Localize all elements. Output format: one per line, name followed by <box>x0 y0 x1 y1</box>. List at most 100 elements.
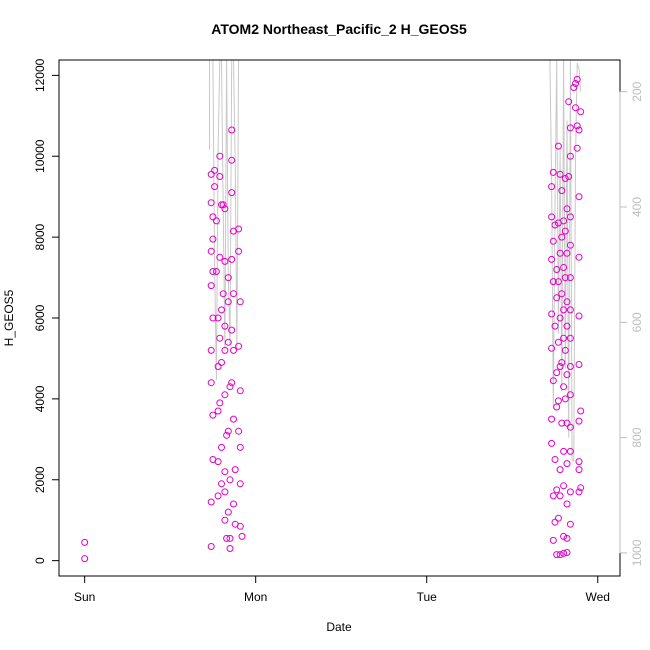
y2-tick-label: 800 <box>630 427 644 447</box>
data-point <box>554 278 562 286</box>
data-point <box>235 247 243 255</box>
data-point <box>218 480 225 488</box>
pressure-line-segment <box>546 59 582 462</box>
x-tick-label: Mon <box>244 590 267 604</box>
data-point <box>575 417 583 425</box>
data-point <box>563 549 571 556</box>
data-point <box>212 217 220 225</box>
data-point <box>226 545 234 552</box>
data-point <box>216 334 224 342</box>
y2-tick-label: 400 <box>630 197 644 217</box>
pressure-line-segment <box>209 59 241 381</box>
data-point <box>228 156 236 164</box>
data-point <box>573 75 581 83</box>
data-point <box>575 361 583 368</box>
data-point <box>566 213 574 221</box>
data-point <box>553 403 561 411</box>
chart-title: ATOM2 Northeast_Pacific_2 H_GEOS5 <box>211 21 467 37</box>
y-tick-label: 2000 <box>33 466 47 493</box>
data-point <box>566 274 574 282</box>
data-point <box>209 213 217 221</box>
data-point <box>566 391 574 399</box>
data-point <box>558 359 566 366</box>
data-point <box>209 411 217 419</box>
data-point <box>556 551 564 559</box>
data-point <box>573 144 581 152</box>
data-point <box>556 314 564 322</box>
data-point <box>236 443 244 451</box>
data-point <box>231 466 239 474</box>
data-point <box>575 193 583 201</box>
data-point <box>551 518 559 526</box>
data-point <box>560 217 568 225</box>
x-axis-label: Date <box>326 620 352 634</box>
data-point <box>551 456 559 463</box>
data-point <box>548 415 556 423</box>
data-point <box>566 520 574 528</box>
data-point <box>553 486 561 494</box>
y-tick-label: 12000 <box>33 58 47 92</box>
data-point <box>226 476 234 484</box>
data-point <box>572 80 579 87</box>
y-axis-label: H_GEOS5 <box>2 289 16 346</box>
data-point <box>230 500 237 508</box>
data-point <box>549 377 557 385</box>
data-point <box>221 322 229 330</box>
data-point <box>561 395 569 403</box>
data-point <box>575 488 583 496</box>
y-tick-label: 0 <box>33 557 47 564</box>
data-point <box>549 168 557 176</box>
data-point <box>221 346 229 354</box>
data-point <box>575 466 583 474</box>
data-point <box>566 306 574 314</box>
data-point <box>224 508 232 516</box>
data-point <box>235 342 243 350</box>
data-point <box>561 175 569 182</box>
data-point <box>207 199 215 207</box>
data-point <box>216 253 224 261</box>
point-layer <box>81 75 585 563</box>
data-point <box>563 419 571 427</box>
data-point <box>549 492 557 500</box>
data-point <box>218 306 225 314</box>
x-axis: Sun Mon Tue Wed <box>74 575 610 604</box>
data-point <box>230 290 237 298</box>
data-point <box>558 187 566 195</box>
data-point <box>214 314 222 322</box>
data-point <box>228 255 236 263</box>
data-point <box>548 439 556 447</box>
data-point <box>566 124 574 132</box>
data-point <box>226 383 234 391</box>
data-point <box>209 235 217 243</box>
data-point <box>224 427 232 435</box>
data-point <box>207 282 215 290</box>
data-point <box>560 383 568 391</box>
data-point <box>224 274 232 282</box>
data-point <box>560 482 568 490</box>
data-point <box>216 173 224 180</box>
data-point <box>235 427 243 435</box>
data-point <box>563 460 571 468</box>
y-tick-label: 8000 <box>33 223 47 250</box>
data-point <box>554 397 562 405</box>
data-point <box>219 201 227 209</box>
data-point <box>223 534 231 542</box>
data-point <box>230 415 237 423</box>
data-point <box>221 205 229 213</box>
data-point <box>228 189 236 197</box>
data-point <box>236 522 244 530</box>
data-point <box>563 500 571 508</box>
data-point <box>566 488 574 496</box>
data-point <box>230 346 237 354</box>
data-point <box>214 492 222 500</box>
data-point <box>563 205 571 213</box>
data-point <box>551 221 559 229</box>
data-point <box>553 551 561 559</box>
data-point <box>224 298 232 306</box>
data-point <box>216 399 224 407</box>
data-point <box>565 173 573 180</box>
x-tick-label: Sun <box>74 590 95 604</box>
data-point <box>235 225 243 233</box>
data-point <box>560 306 568 314</box>
data-point <box>207 247 215 255</box>
